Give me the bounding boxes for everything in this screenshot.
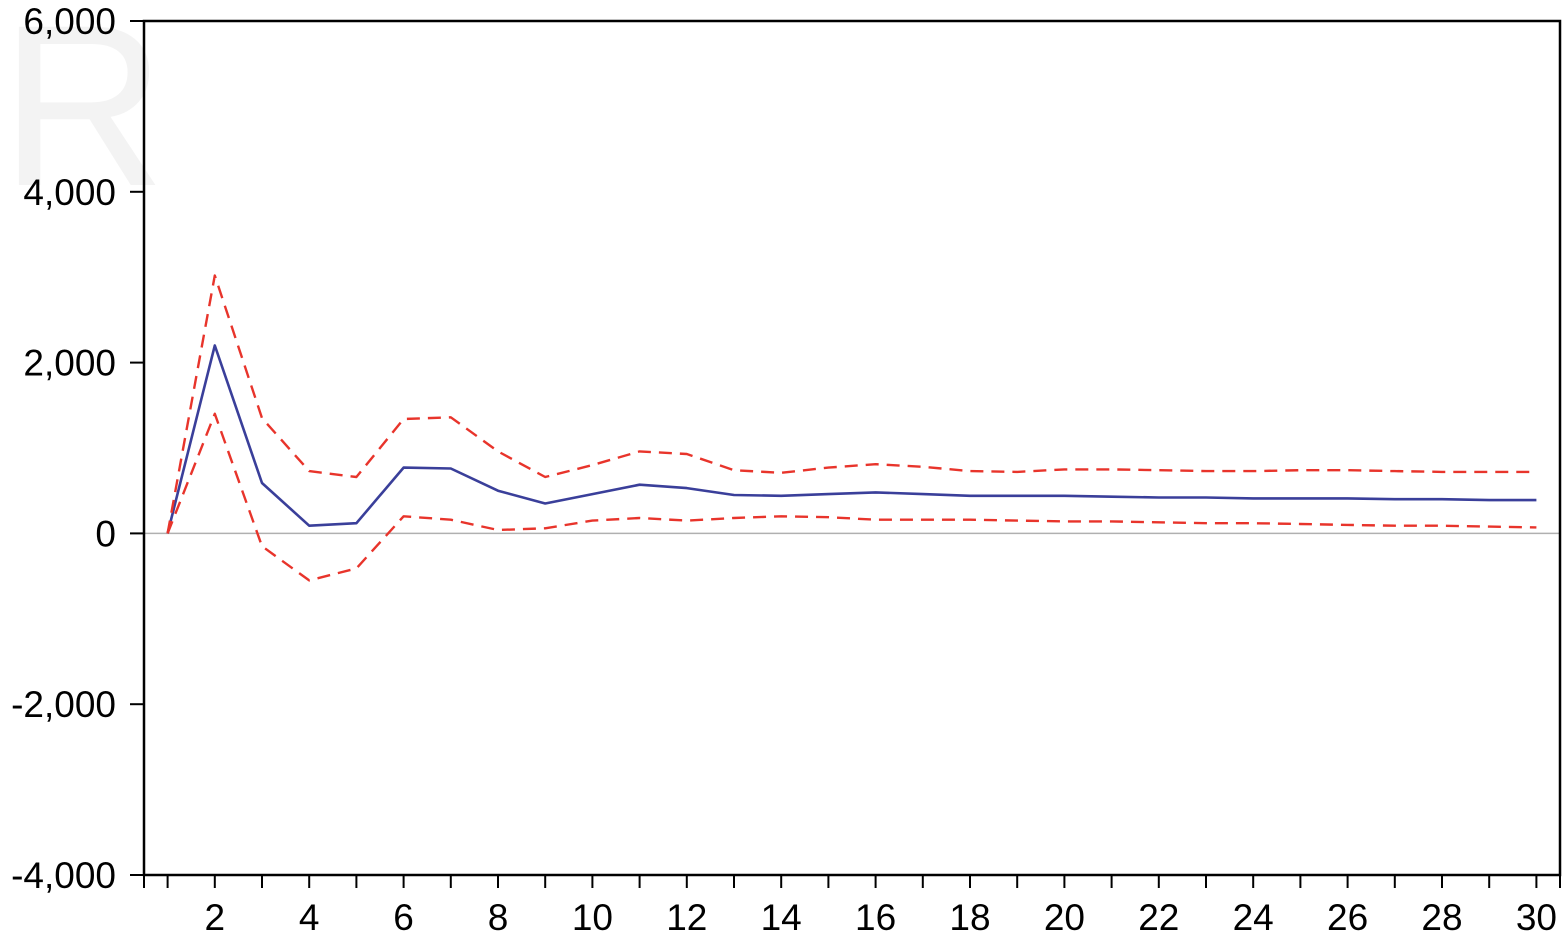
y-tick-label: 6,000 xyxy=(23,1,116,42)
response-line xyxy=(166,344,1537,534)
plot-frame xyxy=(142,19,1562,877)
x-tick-label: 22 xyxy=(1138,897,1179,933)
y-tick-label: 0 xyxy=(95,513,116,554)
x-axis: 2 4 6 8 10 12 14 16 18 20 22 24 26 28 30 xyxy=(143,875,1561,938)
x-tick-label: 16 xyxy=(855,897,896,933)
x-tick-label: 4 xyxy=(299,897,320,933)
x-tick-label: 12 xyxy=(666,897,707,933)
y-tick-label: 2,000 xyxy=(23,343,116,384)
x-tick-label: 2 xyxy=(205,897,226,933)
x-tick-label: 6 xyxy=(393,897,414,933)
series-layer xyxy=(166,274,1537,582)
x-tick-label: 20 xyxy=(1044,897,1085,933)
x-tick-label: 8 xyxy=(488,897,509,933)
y-tick-label: -2,000 xyxy=(11,684,116,725)
watermark-logo: R xyxy=(0,0,166,234)
x-tick-label: 28 xyxy=(1421,897,1462,933)
lower-band-line xyxy=(166,412,1537,582)
x-tick-label: 26 xyxy=(1327,897,1368,933)
y-axis: 6,000 4,000 2,000 0 -2,000 -4,000 xyxy=(11,1,144,896)
y-tick-label: -4,000 xyxy=(11,855,116,896)
upper-band-line xyxy=(166,274,1537,534)
x-tick-label: 18 xyxy=(949,897,990,933)
x-tick-label: 10 xyxy=(572,897,613,933)
x-tick-label: 30 xyxy=(1516,897,1557,933)
x-tick-label: 24 xyxy=(1233,897,1274,933)
x-tick-label: 14 xyxy=(761,897,802,933)
y-tick-label: 4,000 xyxy=(23,172,116,213)
